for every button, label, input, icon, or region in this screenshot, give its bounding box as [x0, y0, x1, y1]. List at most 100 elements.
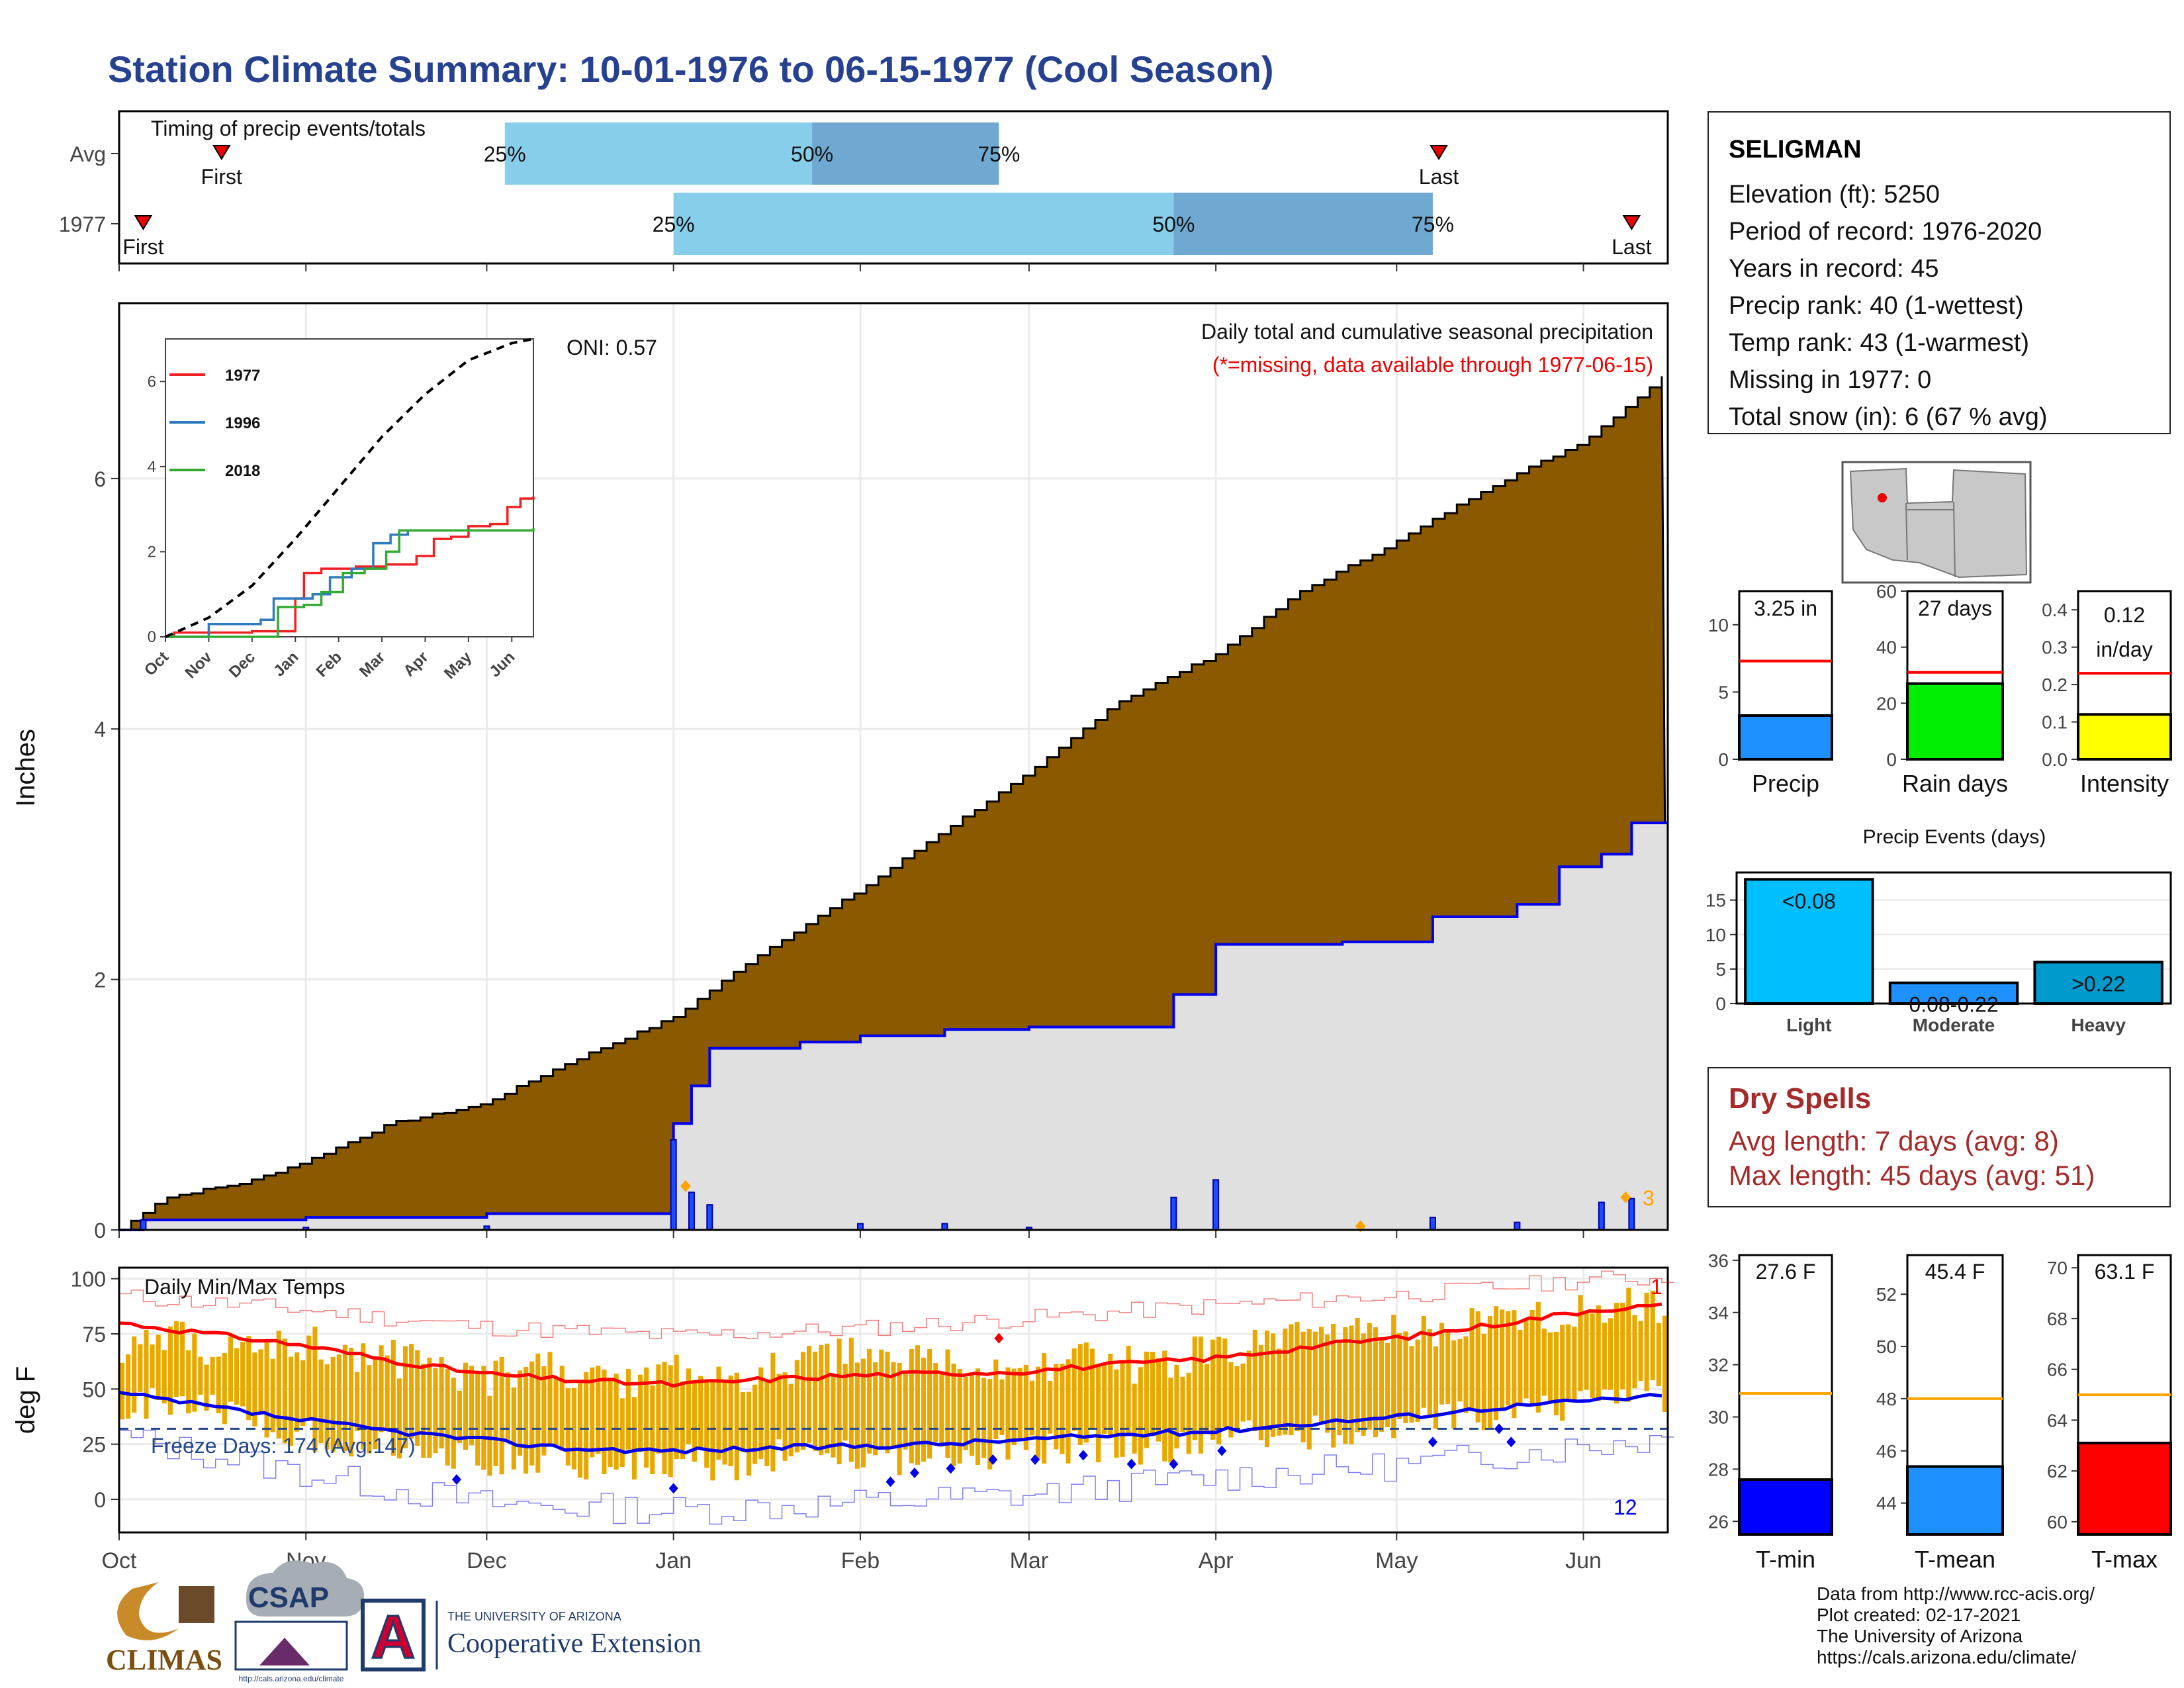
events-title: Precip Events (days) — [1863, 826, 2046, 848]
timing-title: Timing of precip events/totals — [151, 117, 426, 140]
temp-value-label: 45.4 F — [1925, 1260, 1985, 1284]
station-info-box: SELIGMAN Elevation (ft): 5250 Period of … — [1707, 111, 2171, 434]
panel-name-label: Precip — [1752, 770, 1819, 797]
panel-y-tick-label: 30 — [1708, 1407, 1729, 1428]
temps-y-tick-label: 75 — [82, 1323, 106, 1346]
events-y-tick-label: 10 — [1706, 925, 1726, 945]
credit-data-source: Data from http://www.rcc-acis.org/ — [1817, 1583, 2095, 1604]
daily-precip-bar — [1628, 1197, 1635, 1231]
temps-title: Daily Min/Max Temps — [144, 1275, 345, 1299]
panel-y-tick-label: 20 — [1876, 693, 1897, 714]
events-category-label: Moderate — [1913, 1015, 1995, 1035]
record-low-marker — [1506, 1436, 1516, 1448]
temps-x-tick-label: Oct — [102, 1548, 137, 1573]
events-bar-label: 0.08-0.22 — [1909, 993, 1998, 1017]
panel-y-tick-label: 50 — [1876, 1336, 1897, 1357]
intensity-value: 0.12 in/day — [2096, 603, 2152, 661]
panel-y-tick-label: 70 — [2047, 1258, 2068, 1278]
ua-logo-shield — [361, 1599, 426, 1671]
timing-first-label: First — [201, 165, 242, 189]
avg-max-line — [118, 1302, 1662, 1388]
panel-y-tick-label: 0.0 — [2042, 749, 2068, 770]
panel-name-label: T-mean — [1915, 1546, 1995, 1573]
record-low-marker — [909, 1468, 919, 1478]
timing-last-marker — [1622, 215, 1641, 230]
panel-y-tick-label: 68 — [2047, 1309, 2068, 1329]
temps-y-tick-label: 50 — [82, 1378, 106, 1401]
events-y-tick-label: 0 — [1715, 994, 1726, 1014]
inset-legend-label: 1977 — [225, 367, 260, 385]
panel-value-bar — [1906, 1465, 2004, 1536]
timing-label-50: 50% — [791, 142, 833, 166]
station-period: Period of record: 1976-2020 — [1729, 218, 2042, 246]
panel-y-tick-label: 48 — [1876, 1389, 1897, 1409]
panel-name-label: T-min — [1756, 1546, 1815, 1573]
station-temp-rank: Temp rank: 43 (1-warmest) — [1729, 329, 2030, 357]
timing-last-marker — [1430, 145, 1448, 160]
inset-y-tick-label: 6 — [148, 373, 156, 391]
panel-name-label: T-max — [2091, 1546, 2158, 1573]
panel-value-bar — [1738, 714, 1833, 761]
locator-borders — [1905, 501, 1956, 578]
cumulative-1977-area — [119, 823, 1668, 1230]
timing-label-75: 75% — [1412, 212, 1454, 236]
events-category-label: Light — [1786, 1015, 1831, 1035]
events-y-tick-label: 15 — [1706, 890, 1726, 911]
temps-x-tick-label: Jun — [1565, 1548, 1602, 1573]
record-low-marker — [988, 1454, 998, 1465]
record-low-marker — [1030, 1454, 1040, 1465]
temps-y-axis-label: deg F — [11, 1366, 40, 1434]
record-low-count: 12 — [1614, 1495, 1637, 1519]
precip-y-tick-label: 0 — [94, 1219, 106, 1243]
inset-series-line — [165, 528, 535, 638]
csap-logo-mountain — [259, 1638, 310, 1665]
climas-logo-mark — [117, 1582, 179, 1640]
events-bar — [1744, 878, 1874, 1005]
panel-y-tick-label: 66 — [2047, 1360, 2068, 1380]
panel-value-bar — [1906, 682, 2004, 761]
timing-bar-25-50 — [673, 193, 1174, 255]
temp-value-label: 63.1 F — [2095, 1260, 2155, 1284]
snow-marker — [680, 1180, 691, 1192]
panel-y-tick-label: 60 — [2047, 1512, 2068, 1532]
panel-y-tick-label: 0 — [1718, 749, 1729, 770]
temps-y-tick-label: 0 — [94, 1488, 106, 1512]
precip-y-tick-label: 6 — [94, 467, 106, 491]
oni-label: ONI: 0.57 — [567, 336, 657, 359]
temps-x-tick-label: Dec — [467, 1548, 506, 1573]
temp-value-label: 27.6 F — [1756, 1260, 1816, 1284]
daily-precip-bar — [140, 1219, 147, 1231]
timing-label-25: 25% — [484, 142, 526, 166]
ua-logo-small-text: THE UNIVERSITY OF ARIZONA — [447, 1610, 621, 1623]
events-panel-frame — [1735, 871, 2172, 1005]
csap-logo-cloud — [246, 1560, 365, 1617]
station-name: SELIGMAN — [1729, 136, 1862, 164]
timing-first-label: First — [122, 235, 163, 259]
daily-precip-bar — [1514, 1221, 1521, 1231]
credit-plot-created: Plot created: 02-17-2021 — [1817, 1605, 2021, 1625]
precip-panel-frame — [118, 302, 1669, 1231]
credit-university: The University of Arizona — [1817, 1626, 2023, 1646]
panel-y-tick-label: 62 — [2047, 1461, 2068, 1481]
events-bar — [2033, 961, 2163, 1005]
panel-value-bar — [2077, 1441, 2172, 1536]
dry-spells-box: Dry Spells Avg length: 7 days (avg: 8) M… — [1707, 1067, 2171, 1207]
inset-series-line — [165, 338, 534, 638]
daily-precip-bar — [1170, 1196, 1177, 1231]
panel-y-tick-label: 32 — [1708, 1355, 1729, 1376]
inset-y-tick-label: 0 — [148, 628, 156, 646]
climas-logo-text: CLIMAS — [106, 1644, 222, 1676]
station-elevation: Elevation (ft): 5250 — [1729, 181, 1940, 209]
record-low-marker — [451, 1474, 461, 1485]
snow-count-label: 3 — [1643, 1186, 1655, 1210]
daily-precip-bar — [670, 1139, 677, 1231]
station-total-snow: Total snow (in): 6 (67 % avg) — [1729, 403, 2048, 431]
events-bar — [1888, 981, 2019, 1005]
credits: Data from http://www.rcc-acis.org/ Plot … — [1817, 1583, 2095, 1668]
inset-legend-label: 1996 — [225, 414, 260, 432]
ua-logo-ext-text: Cooperative Extension — [447, 1628, 702, 1659]
station-precip-rank: Precip rank: 40 (1-wettest) — [1729, 292, 2024, 320]
events-bar-label: <0.08 — [1782, 889, 1836, 913]
temps-y-tick-label: 100 — [71, 1268, 106, 1291]
